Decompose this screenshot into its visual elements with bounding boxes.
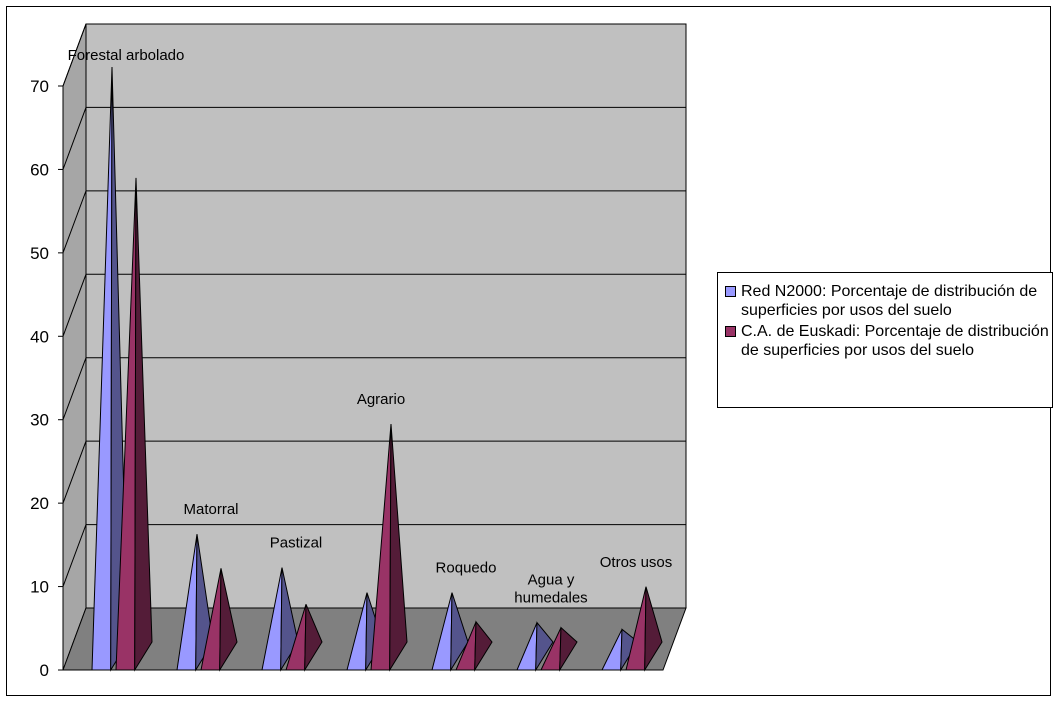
side-wall [62, 23, 87, 671]
gridline-50 [62, 190, 686, 254]
chart-walls [62, 23, 687, 671]
cone-roquedo-red-n2000 [431, 592, 469, 672]
gridline-30 [62, 357, 686, 420]
legend-label-euskadi: C.A. de Euskadi: Porcentaje de distribuc… [741, 323, 1049, 359]
category-label-agrario: Agrario [357, 391, 405, 408]
cone-agrario-euskadi [370, 424, 408, 672]
gridline-40 [62, 273, 686, 337]
y-tick-label-40: 40 [30, 327, 49, 346]
cone-otros-usos-euskadi [625, 586, 663, 672]
cone-side [474, 620, 493, 672]
category-label-agua-y-humedales: Agua y humedales [514, 572, 587, 607]
legend-swatch-red-n2000 [725, 286, 736, 297]
cone-matorral-euskadi [200, 568, 238, 672]
cone-roquedo-euskadi [455, 620, 493, 672]
y-tick-label-70: 70 [30, 77, 49, 96]
cone-side [535, 621, 554, 672]
cone-side [450, 592, 469, 672]
category-label-roquedo: Roquedo [436, 560, 497, 577]
y-axis: 0 10 20 30 40 50 60 70 [30, 77, 64, 680]
category-label-otros-usos: Otros usos [600, 554, 673, 571]
y-tick-label-50: 50 [30, 244, 49, 263]
cone-pastizal-euskadi [285, 604, 323, 672]
category-label-matorral: Matorral [183, 501, 238, 518]
category-label-forestal-arbolado: Forestal arbolado [68, 47, 185, 64]
gridline-20 [62, 440, 686, 504]
cone-side [644, 586, 663, 672]
legend-label-red-n2000: Red N2000: Porcentaje de distribución de… [741, 283, 1038, 319]
legend-item-euskadi: C.A. de Euskadi: Porcentaje de distribuc… [725, 322, 1052, 360]
y-tick-label-20: 20 [30, 494, 49, 513]
cone-side [304, 604, 323, 672]
cone-side [134, 177, 153, 672]
y-tick-label-60: 60 [30, 160, 49, 179]
legend-swatch-euskadi [725, 326, 736, 337]
cone-side [389, 424, 408, 672]
cone-side [219, 568, 238, 672]
y-tick-label-30: 30 [30, 411, 49, 430]
gridline-10 [62, 524, 686, 587]
cone-agua-y-humedales-euskadi [540, 626, 578, 672]
cone-agua-y-humedales-red-n2000 [516, 621, 554, 672]
category-labels: Forestal arbolado Matorral Pastizal Agrario… [68, 47, 673, 607]
gridlines [62, 23, 686, 587]
cone-side [559, 626, 578, 672]
legend: Red N2000: Porcentaje de distribución de… [717, 272, 1053, 408]
gridline-60 [62, 106, 686, 170]
cones [91, 66, 663, 672]
y-tick-label-0: 0 [40, 661, 49, 680]
legend-item-red-n2000: Red N2000: Porcentaje de distribución de… [725, 282, 1052, 320]
gridline-70 [62, 23, 686, 87]
cone-forestal-arbolado-euskadi [115, 177, 153, 672]
category-label-pastizal: Pastizal [270, 535, 323, 552]
y-tick-label-10: 10 [30, 578, 49, 597]
